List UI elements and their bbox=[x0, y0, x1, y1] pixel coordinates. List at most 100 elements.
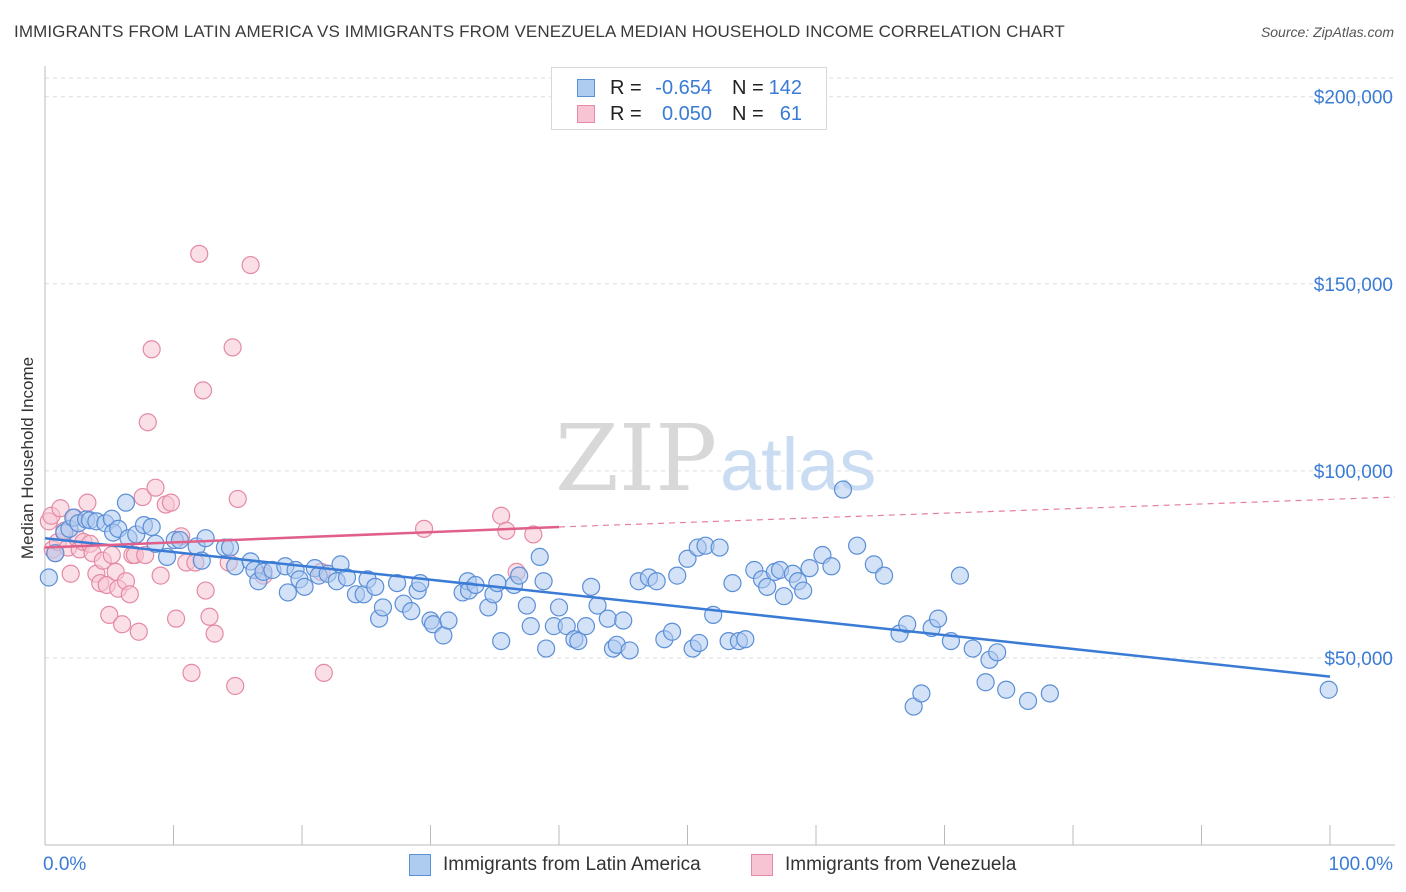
point-venezuela bbox=[193, 381, 213, 400]
point-venezuela bbox=[223, 338, 242, 357]
legend-r-label: R = bbox=[610, 77, 642, 99]
point-latin-america bbox=[439, 611, 458, 630]
point-latin-america bbox=[582, 577, 601, 596]
point-latin-america bbox=[1018, 691, 1038, 711]
point-latin-america bbox=[822, 557, 841, 576]
legend-swatch-venezuela bbox=[577, 105, 595, 123]
point-latin-america bbox=[576, 617, 596, 636]
point-venezuela bbox=[129, 622, 148, 641]
legend-r-value: 0.050 bbox=[661, 103, 712, 125]
point-venezuela bbox=[205, 624, 224, 643]
point-latin-america bbox=[196, 529, 215, 548]
point-venezuela bbox=[100, 605, 119, 625]
point-latin-america bbox=[912, 684, 931, 703]
point-venezuela bbox=[112, 615, 132, 634]
point-venezuela bbox=[241, 255, 260, 275]
watermark-atlas: atlas bbox=[720, 423, 876, 506]
point-latin-america bbox=[678, 549, 697, 568]
point-venezuela bbox=[102, 545, 121, 565]
point-latin-america bbox=[833, 480, 853, 499]
point-latin-america bbox=[848, 536, 867, 555]
point-venezuela bbox=[120, 585, 139, 604]
point-latin-america bbox=[521, 617, 540, 636]
point-venezuela bbox=[228, 489, 247, 509]
point-latin-america bbox=[875, 566, 894, 585]
point-venezuela bbox=[200, 607, 219, 626]
y-tick-label: $50,000 bbox=[1324, 649, 1393, 670]
watermark-zip: ZIP bbox=[555, 405, 717, 512]
point-venezuela bbox=[190, 244, 209, 263]
point-latin-america bbox=[710, 538, 729, 557]
trend-line-venezuela-extension bbox=[558, 496, 1396, 528]
point-latin-america bbox=[549, 598, 569, 617]
point-latin-america bbox=[950, 566, 970, 585]
point-latin-america bbox=[668, 566, 687, 585]
point-venezuela bbox=[166, 609, 186, 628]
legend-swatch-latin-america bbox=[577, 79, 595, 97]
series-legend-label-venezuela: Immigrants from Venezuela bbox=[785, 854, 1017, 875]
trend-line-venezuela bbox=[44, 525, 560, 549]
point-latin-america bbox=[963, 639, 982, 658]
point-latin-america bbox=[488, 573, 507, 593]
legend-row-venezuela: R = 0.050 N = 61 bbox=[552, 101, 826, 127]
point-latin-america bbox=[800, 559, 819, 578]
point-latin-america bbox=[492, 631, 511, 651]
point-venezuela bbox=[61, 564, 80, 583]
point-latin-america bbox=[662, 622, 682, 641]
legend-n-label: N = bbox=[732, 103, 764, 125]
point-latin-america bbox=[46, 544, 65, 563]
point-venezuela bbox=[78, 493, 97, 512]
point-venezuela bbox=[196, 581, 215, 600]
point-latin-america bbox=[517, 596, 536, 615]
y-tick-label: $200,000 bbox=[1314, 88, 1393, 109]
point-latin-america bbox=[647, 572, 666, 591]
point-latin-america bbox=[402, 602, 421, 621]
point-latin-america bbox=[997, 680, 1016, 699]
trend-lines bbox=[44, 496, 1396, 678]
point-venezuela bbox=[182, 663, 201, 682]
point-latin-america bbox=[537, 639, 556, 658]
point-latin-america bbox=[988, 643, 1007, 662]
point-latin-america bbox=[620, 641, 639, 660]
axes bbox=[44, 66, 1395, 846]
point-latin-america bbox=[278, 583, 297, 602]
point-venezuela bbox=[51, 499, 70, 518]
point-venezuela bbox=[136, 545, 155, 565]
correlation-legend: R = -0.654 N = 142 R = 0.050 N = 61 bbox=[551, 67, 827, 130]
point-latin-america bbox=[598, 609, 617, 628]
point-venezuela bbox=[497, 521, 516, 540]
point-latin-america bbox=[387, 573, 407, 593]
series-venezuela-points bbox=[39, 244, 543, 696]
point-latin-america bbox=[39, 568, 58, 587]
point-venezuela bbox=[524, 525, 543, 544]
point-latin-america bbox=[170, 530, 190, 550]
point-latin-america bbox=[723, 573, 742, 593]
source-label: Source: ZipAtlas.com bbox=[1260, 24, 1394, 40]
point-venezuela bbox=[226, 676, 245, 696]
point-latin-america bbox=[534, 572, 553, 591]
x-tick-label: 100.0% bbox=[1329, 854, 1394, 875]
y-tick-label: $100,000 bbox=[1314, 462, 1393, 483]
legend-r-value: -0.654 bbox=[655, 77, 712, 99]
point-latin-america bbox=[116, 493, 136, 512]
point-latin-america bbox=[337, 568, 357, 587]
point-latin-america bbox=[373, 598, 393, 617]
point-latin-america bbox=[689, 633, 709, 653]
point-latin-america bbox=[142, 517, 161, 537]
series-legend-swatch-latin-america bbox=[409, 854, 431, 876]
point-latin-america bbox=[928, 609, 948, 628]
chart-title: IMMIGRANTS FROM LATIN AMERICA VS IMMIGRA… bbox=[14, 22, 1065, 41]
watermark: ZIP atlas bbox=[555, 405, 876, 512]
point-venezuela bbox=[414, 519, 434, 538]
point-latin-america bbox=[295, 577, 314, 596]
legend-n-value: 61 bbox=[779, 103, 802, 125]
x-tick-label: 0.0% bbox=[43, 854, 86, 875]
point-latin-america bbox=[864, 555, 883, 574]
point-latin-america bbox=[794, 581, 813, 600]
series-legend-swatch-venezuela bbox=[751, 854, 773, 876]
point-latin-america bbox=[976, 673, 995, 692]
point-latin-america bbox=[366, 577, 385, 596]
point-latin-america bbox=[898, 615, 917, 634]
point-venezuela bbox=[138, 413, 157, 432]
legend-r-label: R = bbox=[610, 103, 642, 125]
